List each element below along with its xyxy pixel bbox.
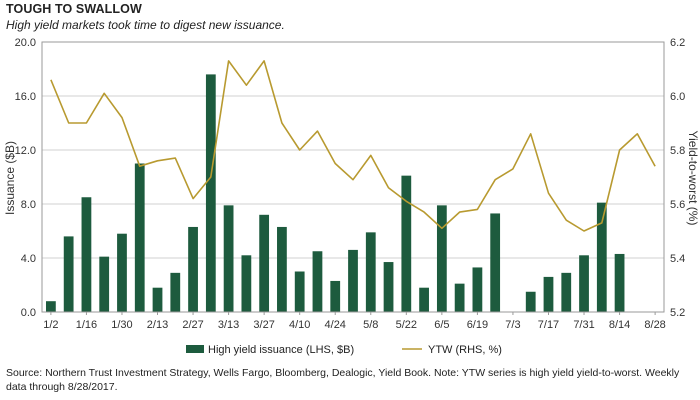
ytw-line (50, 60, 656, 232)
issuance-bar (383, 262, 394, 312)
x-tick-label: 7/17 (538, 319, 559, 331)
x-tick-label: 3/27 (253, 319, 274, 331)
issuance-bar (490, 213, 501, 312)
x-tick-label: 4/10 (289, 319, 310, 331)
left-axis-ticks: 0.0 4.0 8.0 12.0 16.0 20.0 (15, 37, 36, 319)
issuance-bar (63, 236, 74, 312)
x-tick-label: 6/5 (434, 319, 449, 331)
issuance-bar (330, 280, 341, 312)
right-tick-label: 6.0 (670, 91, 685, 103)
issuance-bar (99, 256, 110, 312)
x-tick-label: 4/24 (325, 319, 346, 331)
issuance-bar (223, 205, 234, 312)
x-tick-label: 7/31 (573, 319, 594, 331)
issuance-bar (294, 271, 305, 312)
right-tick-label: 6.2 (670, 37, 685, 49)
issuance-bar (579, 255, 589, 312)
issuance-bar (401, 175, 412, 312)
issuance-bar (543, 276, 554, 312)
ytw-line-path (50, 60, 656, 232)
left-axis-title: Issuance ($B) (3, 141, 17, 215)
x-tick-label: 1/30 (111, 319, 132, 331)
issuance-bar (365, 232, 376, 312)
issuance-bar (454, 283, 465, 312)
right-tick-label: 5.2 (670, 307, 685, 319)
right-tick-label: 5.6 (670, 199, 685, 211)
issuance-bar (45, 301, 56, 312)
issuance-bar (419, 287, 429, 312)
x-tick-label: 2/13 (147, 319, 168, 331)
issuance-bar (525, 291, 536, 312)
legend-line-label: YTW (RHS, %) (428, 344, 502, 356)
issuance-bar (117, 233, 127, 312)
source-note: Source: Northern Trust Investment Strate… (6, 367, 680, 393)
x-tick-label: 8/28 (644, 319, 665, 331)
x-tick-label: 1/2 (43, 319, 58, 331)
right-axis-title: Yield-to-worst (%) (686, 131, 700, 226)
left-tick-label: 16.0 (15, 91, 36, 103)
issuance-bar (596, 202, 607, 312)
left-tick-label: 8.0 (21, 199, 36, 211)
issuance-bar (188, 226, 198, 312)
x-tick-label: 5/8 (363, 319, 378, 331)
x-axis-ticks: 1/2 1/16 1/30 2/13 2/27 3/13 3/27 4/10 4/24 5/8 5/… (43, 312, 666, 331)
chart-title: TOUGH TO SWALLOW (6, 2, 142, 16)
issuance-bar (312, 251, 323, 312)
legend-bar-swatch (186, 345, 204, 353)
issuance-bar (134, 163, 145, 312)
right-tick-label: 5.8 (670, 145, 685, 157)
issuance-bar (472, 267, 483, 312)
issuance-bar (561, 272, 572, 312)
x-tick-label: 1/16 (76, 319, 97, 331)
issuance-bar (277, 226, 287, 312)
chart: 0.0 4.0 8.0 12.0 16.0 20.0 5.2 5.4 5.6 5.8 6.0 6.2… (3, 37, 700, 356)
plot-frame (41, 41, 665, 313)
axes (41, 41, 665, 313)
issuance-bar (259, 214, 270, 312)
issuance-bar (81, 197, 92, 312)
right-tick-label: 5.4 (670, 253, 685, 265)
legend-bar-label: High yield issuance (LHS, $B) (208, 344, 354, 356)
issuance-bar (614, 253, 625, 312)
issuance-bar (152, 287, 163, 312)
x-tick-label: 8/14 (609, 319, 630, 331)
legend: High yield issuance (LHS, $B) YTW (RHS, … (186, 344, 502, 356)
x-tick-label: 6/19 (467, 319, 488, 331)
x-tick-label: 7/3 (505, 319, 520, 331)
left-tick-label: 20.0 (15, 37, 36, 49)
issuance-bar (170, 272, 181, 312)
x-tick-label: 5/22 (396, 319, 417, 331)
right-axis-ticks: 5.2 5.4 5.6 5.8 6.0 6.2 (670, 37, 685, 319)
x-tick-label: 3/13 (218, 319, 239, 331)
left-tick-label: 0.0 (21, 307, 36, 319)
issuance-bar (205, 74, 216, 313)
left-tick-label: 12.0 (15, 145, 36, 157)
left-tick-label: 4.0 (21, 253, 36, 265)
chart-subtitle: High yield markets took time to digest n… (6, 18, 285, 32)
issuance-bar (436, 205, 447, 312)
x-tick-label: 2/27 (182, 319, 203, 331)
issuance-bars (45, 74, 625, 313)
issuance-bar (348, 249, 358, 312)
issuance-bar (241, 255, 252, 312)
